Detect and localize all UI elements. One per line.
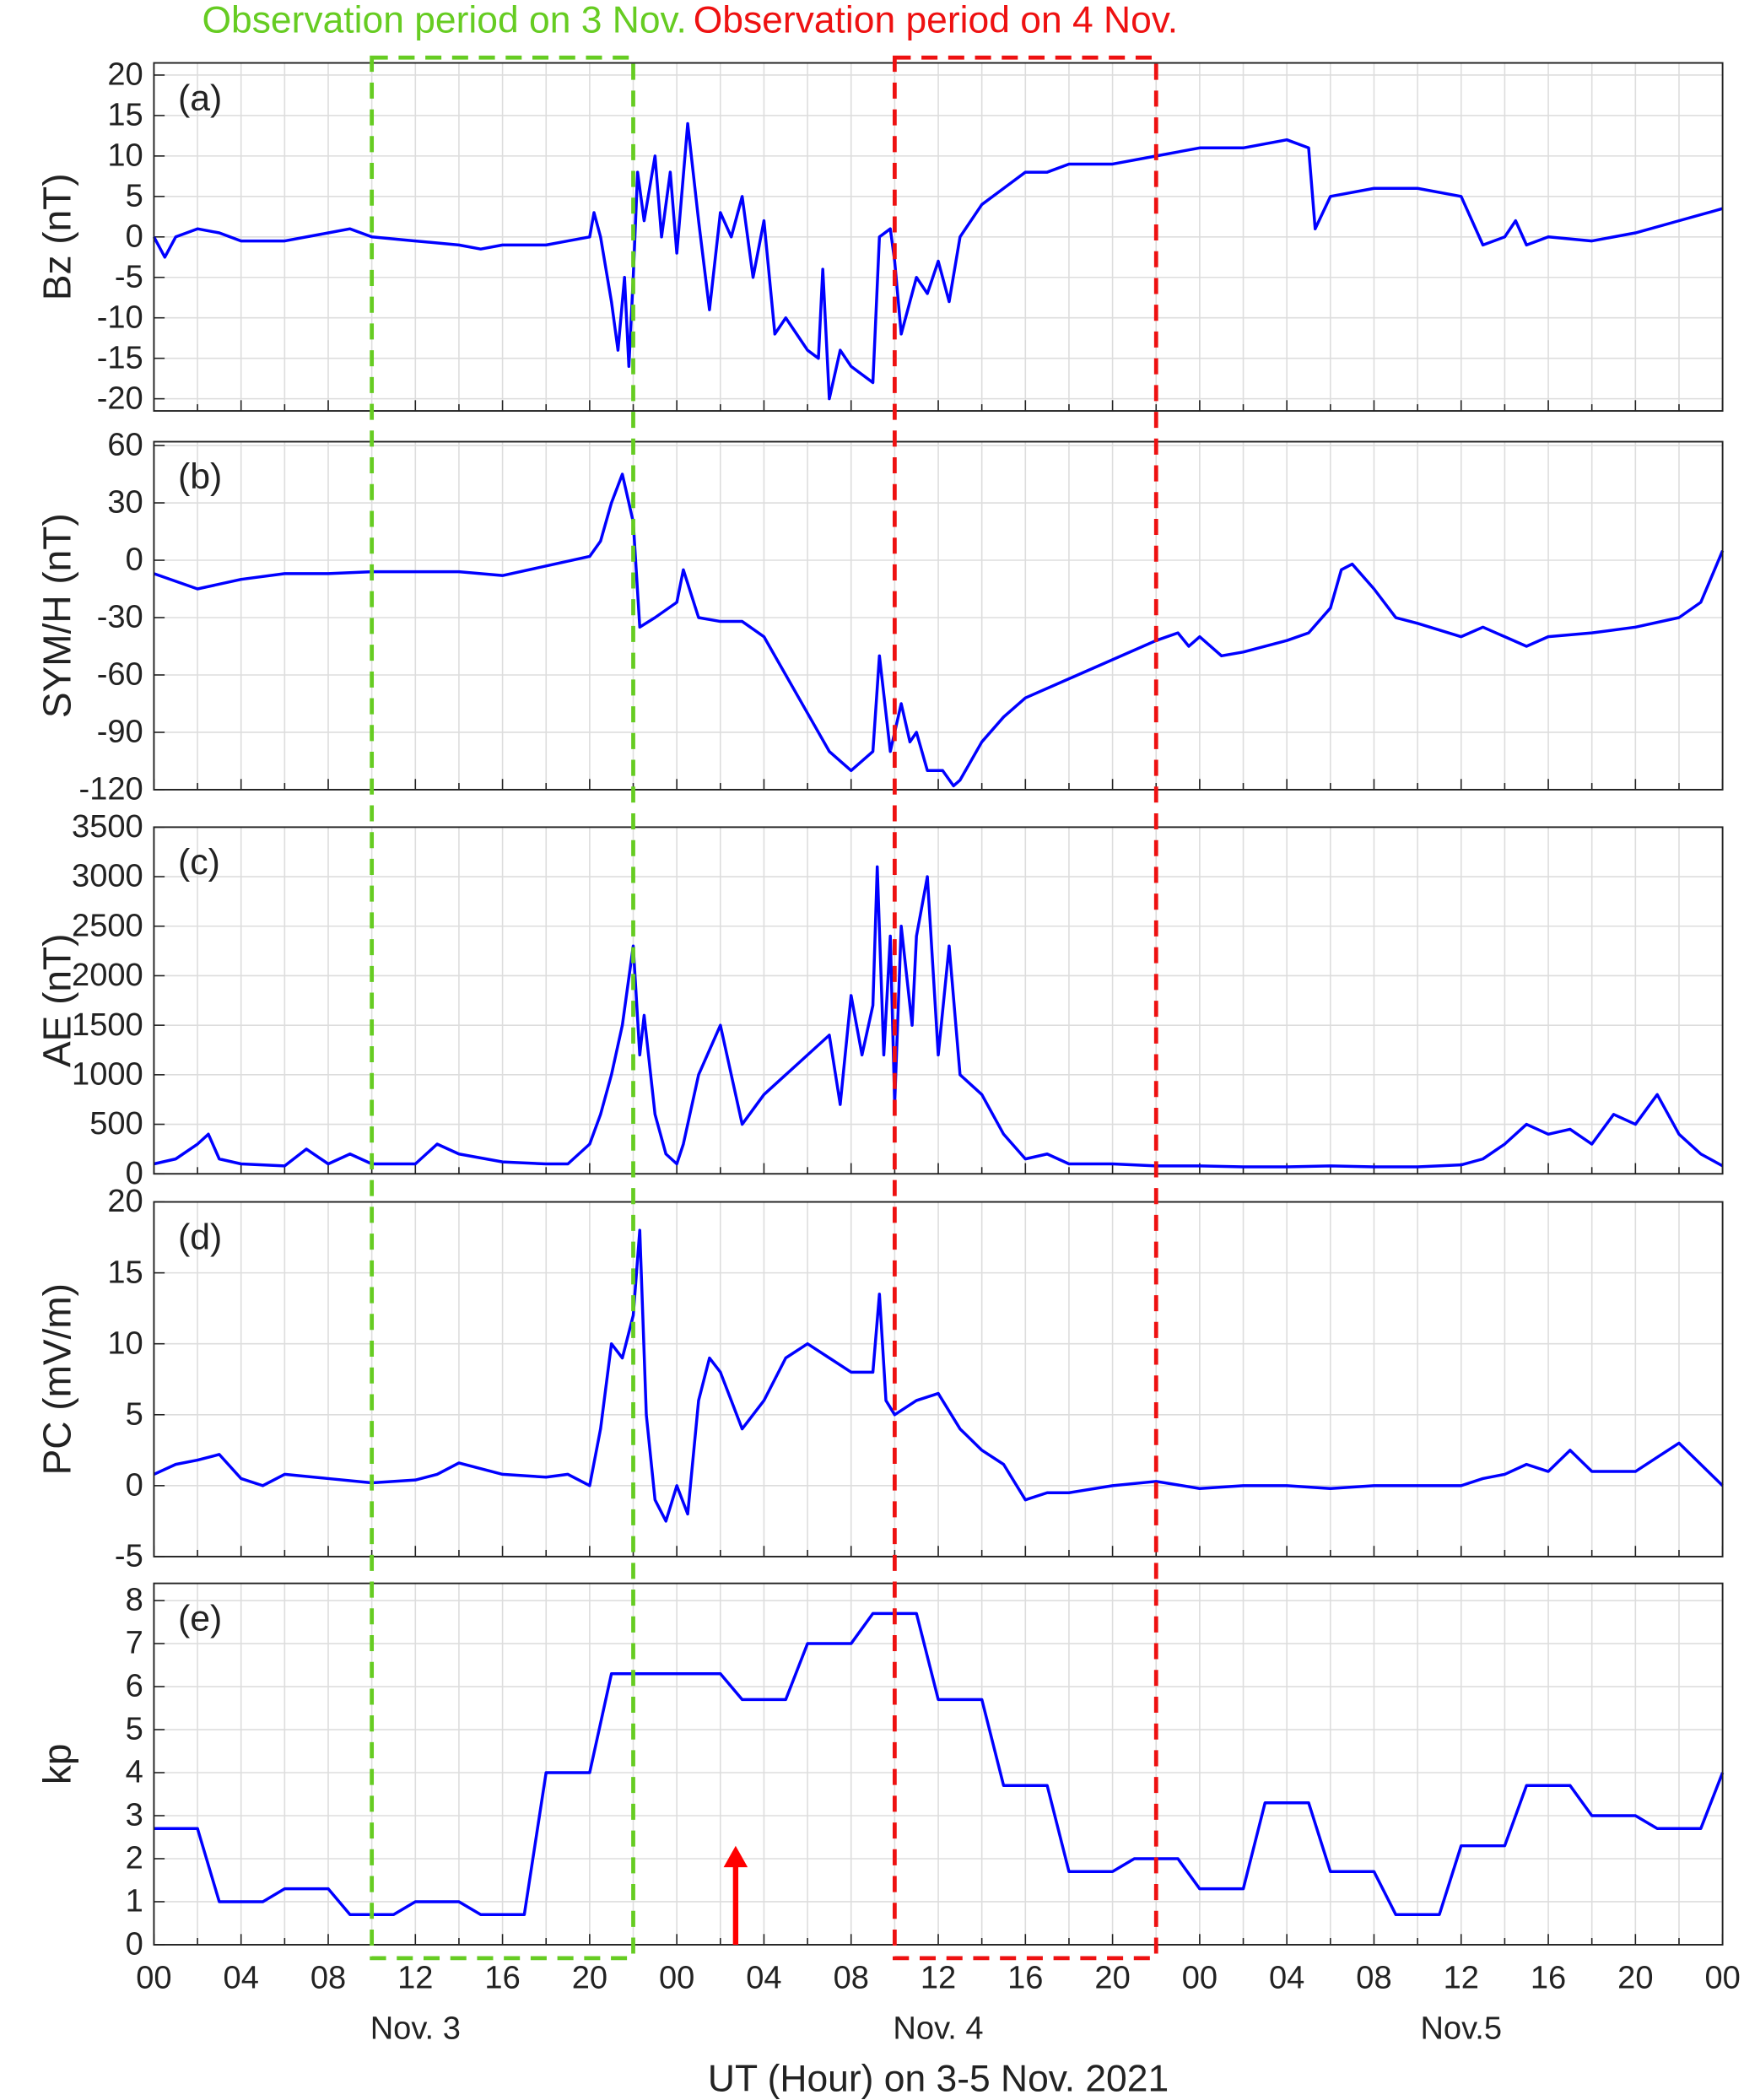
observation-box xyxy=(893,55,1158,1961)
y-tick-label: 2500 xyxy=(72,908,143,943)
arrow-head xyxy=(723,1845,748,1868)
x-tick-label: 08 xyxy=(834,1960,869,1995)
y-tick-label: 0 xyxy=(126,219,143,254)
x-tick-label: 20 xyxy=(1617,1960,1653,1995)
x-tick-label: 08 xyxy=(310,1960,346,1995)
x-tick-label: 12 xyxy=(397,1960,433,1995)
x-tick-label: 00 xyxy=(1182,1960,1218,1995)
y-tick-label: 5 xyxy=(126,1396,143,1432)
data-line xyxy=(152,121,1724,401)
y-tick-label: 0 xyxy=(126,1927,143,1962)
y-tick-label: 7 xyxy=(126,1626,143,1661)
axes-frame xyxy=(153,62,1724,412)
y-tick-label: 3000 xyxy=(72,859,143,894)
y-tick-label: 20 xyxy=(107,1184,143,1219)
y-tick-label: 30 xyxy=(107,485,143,521)
axes-frame xyxy=(153,1201,1724,1557)
y-tick-label: 10 xyxy=(107,138,143,174)
y-tick-label: 3 xyxy=(126,1798,143,1833)
x-tick-label: 08 xyxy=(1356,1960,1391,1995)
y-tick-label: 1500 xyxy=(72,1007,143,1043)
x-tick-label: 20 xyxy=(572,1960,607,1995)
y-tick-label: 8 xyxy=(126,1583,143,1618)
y-tick-label: 1000 xyxy=(72,1056,143,1092)
x-tick-label: 04 xyxy=(746,1960,781,1995)
axes-frame xyxy=(153,1582,1724,1946)
y-tick-label: -15 xyxy=(97,340,143,375)
y-tick-label: 1 xyxy=(126,1884,143,1919)
observation-title: Observation period on 3 Nov. xyxy=(202,0,686,41)
panel-label: (e) xyxy=(178,1598,222,1638)
x-tick-label: 12 xyxy=(921,1960,956,1995)
x-tick-label: 00 xyxy=(659,1960,694,1995)
data-line xyxy=(154,1611,1725,1917)
y-axis-label: AE (nT) xyxy=(35,934,79,1067)
y-tick-label: 15 xyxy=(107,1255,143,1290)
day-label: Nov. 3 xyxy=(370,2011,461,2047)
y-tick-label: -5 xyxy=(115,259,143,294)
y-tick-label: -5 xyxy=(115,1539,143,1574)
y-tick-label: 5 xyxy=(126,178,143,213)
y-tick-label: 15 xyxy=(107,98,143,133)
panel-label: (b) xyxy=(178,456,222,497)
y-tick-label: 3500 xyxy=(72,809,143,845)
day-label: Nov. 4 xyxy=(893,2011,983,2047)
y-tick-label: 0 xyxy=(126,543,143,578)
x-tick-label: 00 xyxy=(136,1960,171,1995)
y-tick-label: 0 xyxy=(126,1156,143,1191)
y-tick-label: 20 xyxy=(107,57,143,93)
y-tick-label: 60 xyxy=(107,428,143,463)
y-axis-label: Bz (nT) xyxy=(35,173,79,300)
x-tick-label: 04 xyxy=(224,1960,259,1995)
panel-label: (c) xyxy=(178,842,220,883)
y-tick-label: -120 xyxy=(79,772,143,807)
y-tick-label: -20 xyxy=(97,381,143,416)
x-tick-label: 16 xyxy=(1531,1960,1566,1995)
x-tick-label: 16 xyxy=(1007,1960,1043,1995)
y-tick-label: -60 xyxy=(97,657,143,693)
observation-box xyxy=(370,55,635,1961)
y-tick-label: 2 xyxy=(126,1841,143,1876)
y-tick-label: 0 xyxy=(126,1468,143,1503)
axes-frame xyxy=(153,440,1724,791)
data-line xyxy=(153,472,1725,788)
day-label: Nov.5 xyxy=(1420,2011,1502,2047)
x-axis-label: UT (Hour) on 3-5 Nov. 2021 xyxy=(708,2059,1169,2100)
y-tick-label: 5 xyxy=(126,1712,143,1747)
x-tick-label: 20 xyxy=(1094,1960,1130,1995)
y-tick-label: 500 xyxy=(89,1106,143,1142)
y-axis-label: SYM/H (nT) xyxy=(35,513,79,718)
y-tick-label: -10 xyxy=(97,300,143,335)
x-tick-label: 12 xyxy=(1444,1960,1479,1995)
y-tick-label: 2000 xyxy=(72,958,143,993)
x-tick-label: 04 xyxy=(1269,1960,1304,1995)
axes-frame xyxy=(153,826,1724,1175)
panel-label: (d) xyxy=(178,1217,222,1257)
y-tick-label: -30 xyxy=(97,600,143,635)
data-line xyxy=(154,865,1724,1169)
y-axis-label: kp xyxy=(35,1744,79,1785)
observation-title: Observation period on 4 Nov. xyxy=(694,0,1178,41)
x-tick-label: 16 xyxy=(484,1960,520,1995)
panel-label: (a) xyxy=(178,78,222,118)
y-tick-label: 6 xyxy=(126,1669,143,1704)
x-tick-label: 00 xyxy=(1704,1960,1740,1995)
y-tick-label: -90 xyxy=(97,715,143,750)
y-axis-label: PC (mV/m) xyxy=(35,1283,79,1475)
data-line xyxy=(153,1228,1724,1523)
y-tick-label: 4 xyxy=(126,1755,143,1790)
y-tick-label: 10 xyxy=(107,1325,143,1361)
